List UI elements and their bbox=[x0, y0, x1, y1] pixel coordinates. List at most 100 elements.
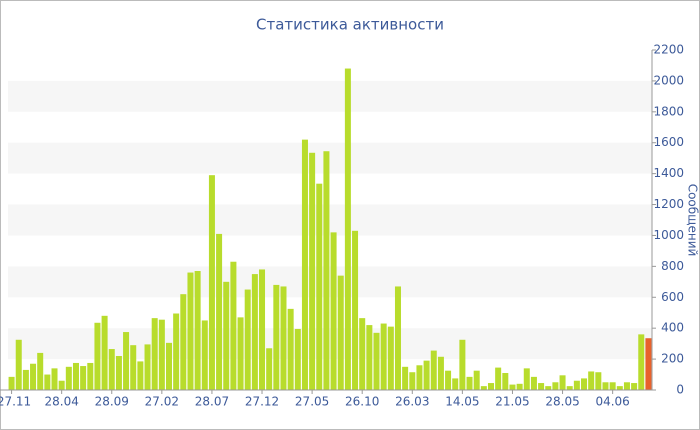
x-tick-label: 27.11 bbox=[0, 395, 31, 409]
bar bbox=[516, 383, 523, 390]
x-tick-label: 28.04 bbox=[44, 395, 78, 409]
bar bbox=[602, 382, 609, 390]
bar bbox=[87, 362, 94, 390]
bar bbox=[466, 376, 473, 390]
bar bbox=[237, 317, 244, 390]
bar bbox=[173, 313, 180, 390]
x-tick-label: 26.10 bbox=[345, 395, 379, 409]
bar bbox=[301, 139, 308, 390]
bar bbox=[495, 367, 502, 390]
bar bbox=[94, 322, 101, 390]
x-tick-label: 26.03 bbox=[395, 395, 429, 409]
bar bbox=[502, 373, 509, 390]
grid-band bbox=[8, 266, 652, 298]
y-axis-label: Сообщений bbox=[686, 184, 700, 257]
bar bbox=[538, 383, 545, 390]
bar bbox=[194, 271, 201, 390]
y-tick-label: 800 bbox=[661, 259, 684, 273]
x-tick-label: 27.05 bbox=[295, 395, 329, 409]
chart-title: Статистика активности bbox=[256, 16, 444, 34]
bar bbox=[409, 372, 416, 390]
bar bbox=[452, 378, 459, 390]
y-tick-label: 1000 bbox=[653, 228, 684, 242]
y-tick-label: 1800 bbox=[653, 104, 684, 118]
bar bbox=[58, 380, 65, 390]
bar bbox=[165, 342, 173, 390]
bar bbox=[51, 368, 58, 390]
bar bbox=[416, 365, 423, 390]
bar bbox=[44, 374, 51, 390]
bar bbox=[280, 286, 287, 390]
bar bbox=[22, 369, 29, 390]
bar bbox=[366, 325, 373, 390]
bar bbox=[8, 376, 15, 390]
bar bbox=[480, 386, 487, 390]
bar bbox=[180, 294, 187, 390]
bar bbox=[108, 349, 115, 390]
y-tick-label: 0 bbox=[676, 383, 684, 397]
y-tick-label: 1600 bbox=[653, 135, 684, 149]
bar bbox=[423, 360, 430, 390]
bar bbox=[65, 366, 72, 390]
bar bbox=[445, 370, 452, 390]
bar bbox=[251, 274, 258, 390]
bar bbox=[137, 361, 144, 390]
bar bbox=[208, 175, 215, 390]
grid-band bbox=[8, 328, 652, 360]
bar bbox=[394, 286, 401, 390]
x-tick-label: 28.05 bbox=[545, 395, 579, 409]
bar bbox=[581, 378, 588, 390]
bar bbox=[201, 320, 208, 390]
bar bbox=[645, 338, 652, 390]
x-tick-label: 28.09 bbox=[95, 395, 129, 409]
x-tick-label: 27.12 bbox=[245, 395, 279, 409]
bar bbox=[588, 371, 595, 390]
x-tick-label: 21.05 bbox=[495, 395, 529, 409]
bar bbox=[101, 315, 108, 390]
bar bbox=[344, 68, 351, 390]
bar bbox=[130, 345, 137, 390]
bar bbox=[151, 318, 158, 390]
y-tick-label: 400 bbox=[661, 321, 684, 335]
bar bbox=[316, 183, 323, 390]
bar bbox=[30, 363, 37, 390]
bar bbox=[158, 319, 165, 390]
bar bbox=[559, 375, 566, 390]
bar bbox=[530, 376, 537, 390]
bar bbox=[244, 289, 251, 390]
bar bbox=[595, 372, 602, 390]
bar bbox=[359, 318, 366, 390]
x-tick-label: 27.02 bbox=[145, 395, 179, 409]
bar bbox=[323, 151, 330, 390]
bar bbox=[352, 230, 359, 390]
bar bbox=[573, 380, 580, 390]
bar bbox=[15, 339, 22, 390]
bar bbox=[566, 386, 573, 390]
bar bbox=[223, 281, 230, 390]
grid-band bbox=[8, 204, 652, 236]
bar bbox=[259, 269, 266, 390]
bar bbox=[509, 384, 516, 390]
bar bbox=[287, 308, 294, 390]
bar bbox=[545, 386, 552, 390]
bar bbox=[273, 284, 280, 390]
bar bbox=[187, 272, 194, 390]
bar bbox=[623, 382, 630, 390]
bar bbox=[609, 382, 616, 390]
bar bbox=[402, 366, 409, 390]
bar bbox=[487, 383, 495, 390]
bar bbox=[216, 233, 223, 390]
bar bbox=[330, 232, 337, 390]
bar bbox=[373, 332, 380, 390]
bar bbox=[437, 356, 444, 390]
bar bbox=[459, 339, 466, 390]
grid-band bbox=[8, 80, 652, 112]
bar bbox=[72, 362, 79, 390]
bar bbox=[337, 275, 344, 390]
y-tick-label: 600 bbox=[661, 290, 684, 304]
y-tick-label: 1200 bbox=[653, 197, 684, 211]
bar bbox=[552, 382, 559, 390]
bar bbox=[430, 350, 437, 390]
y-tick-label: 2000 bbox=[653, 73, 684, 87]
